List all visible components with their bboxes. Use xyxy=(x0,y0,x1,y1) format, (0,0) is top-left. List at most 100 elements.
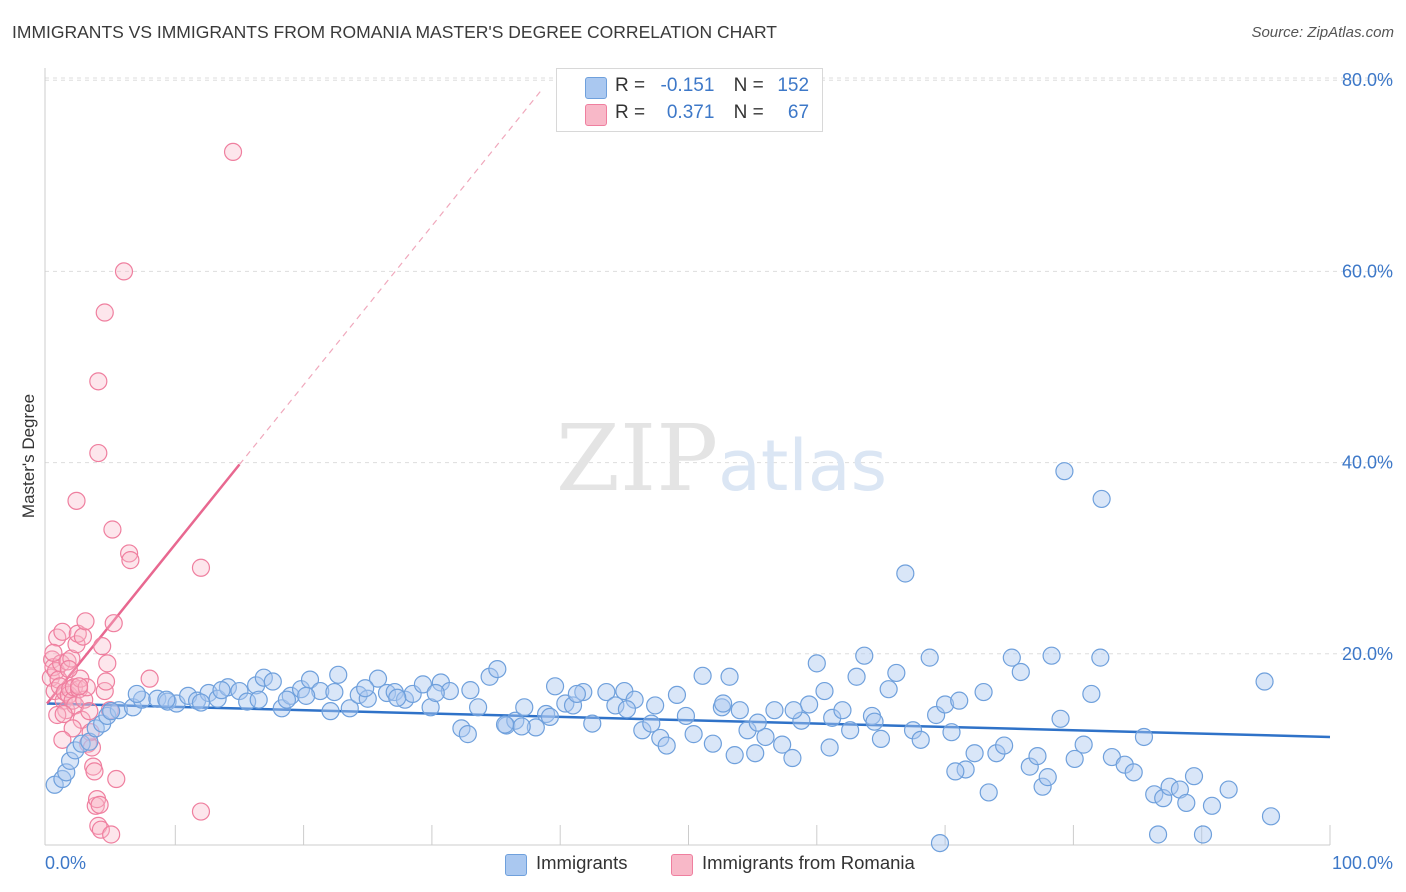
immigrants-point xyxy=(974,682,993,702)
watermark: ZIP atlas xyxy=(556,405,887,512)
legend-n-label: N = xyxy=(733,102,764,123)
romania-point xyxy=(114,262,134,281)
immigrants-point xyxy=(946,762,965,781)
immigrants-point xyxy=(820,738,839,757)
immigrants-point xyxy=(841,721,860,740)
immigrants-point xyxy=(920,648,939,667)
source-label: Source: ZipAtlas.com xyxy=(1251,24,1394,41)
romania-point xyxy=(43,650,62,669)
immigrants-point xyxy=(738,721,757,740)
immigrants-point xyxy=(567,684,586,704)
immigrants-point xyxy=(540,707,560,726)
romania-point xyxy=(44,643,63,662)
immigrants-point xyxy=(254,668,273,687)
immigrants-point xyxy=(1124,763,1143,782)
y-tick-label: 80.0% xyxy=(1342,70,1393,90)
romania-point xyxy=(98,654,117,673)
legend-n-value: 67 xyxy=(787,102,810,123)
immigrants-point xyxy=(368,669,388,688)
immigrants-point xyxy=(1154,789,1173,808)
romania-point xyxy=(140,669,159,688)
immigrants-point xyxy=(1184,767,1204,786)
immigrants-point xyxy=(377,683,397,703)
immigrants-point xyxy=(930,833,950,853)
romania-point xyxy=(93,637,112,656)
romania-point xyxy=(95,303,114,322)
immigrants-points xyxy=(45,462,1281,853)
romania-point xyxy=(73,627,93,646)
immigrants-point xyxy=(329,665,348,684)
romania-trend-line xyxy=(46,463,241,705)
immigrants-point xyxy=(748,713,767,732)
immigrants-point xyxy=(102,702,121,721)
romania-point xyxy=(80,702,99,721)
x-tick-label-min: 0.0% xyxy=(45,853,86,873)
immigrants-point xyxy=(714,694,733,713)
immigrants-point xyxy=(1145,785,1164,804)
romania-point xyxy=(67,491,86,510)
romania-point xyxy=(104,614,123,633)
immigrants-point xyxy=(987,744,1006,763)
immigrants-point xyxy=(1074,735,1093,754)
immigrants-point xyxy=(965,744,984,763)
y-tick-label: 60.0% xyxy=(1342,261,1393,281)
bottom-legend-swatch-immigrants xyxy=(505,854,527,876)
romania-point xyxy=(59,659,78,679)
romania-trend-extension xyxy=(238,90,542,465)
immigrants-point xyxy=(497,716,516,735)
immigrants-point xyxy=(1038,768,1057,787)
immigrants-point xyxy=(1002,648,1021,667)
immigrants-point xyxy=(927,705,946,725)
immigrants-point xyxy=(935,695,955,714)
immigrants-point xyxy=(356,679,375,698)
immigrants-point xyxy=(1148,825,1168,844)
romania-point xyxy=(53,730,72,749)
immigrants-point xyxy=(1219,780,1238,799)
immigrants-point xyxy=(1042,646,1061,665)
gridlines xyxy=(45,77,1392,655)
immigrants-point xyxy=(109,701,128,720)
correlation-legend: R = -0.151 N = 152 R = 0.371 N = 67 xyxy=(556,68,823,132)
immigrants-point xyxy=(942,723,961,742)
romania-point xyxy=(223,142,243,161)
immigrants-point xyxy=(1202,796,1222,815)
immigrants-point xyxy=(783,748,802,768)
romania-point xyxy=(103,520,122,539)
watermark-zip: ZIP xyxy=(556,405,718,512)
romania-point xyxy=(76,612,95,631)
watermark-atlas: atlas xyxy=(718,425,887,507)
immigrants-point xyxy=(1055,462,1074,481)
immigrants-point xyxy=(911,730,930,749)
immigrants-point xyxy=(512,717,531,736)
romania-point xyxy=(54,704,73,724)
immigrants-point xyxy=(633,721,652,740)
legend-swatch-romania xyxy=(585,104,607,126)
immigrants-point xyxy=(468,698,488,717)
immigrants-point xyxy=(1033,777,1052,796)
immigrants-point xyxy=(746,744,765,763)
immigrants-point xyxy=(720,667,739,686)
immigrants-point xyxy=(57,763,76,782)
legend-row-immigrants: R = -0.151 N = 152 xyxy=(615,75,809,97)
legend-r-value: 0.371 xyxy=(666,102,715,123)
x-tick-label-max: 100.0% xyxy=(1332,853,1393,873)
immigrants-point xyxy=(1065,749,1084,769)
immigrants-point xyxy=(1091,648,1110,667)
immigrants-point xyxy=(693,666,712,685)
immigrants-point xyxy=(488,659,507,679)
immigrants-point xyxy=(480,667,499,686)
romania-point xyxy=(53,622,72,641)
romania-point xyxy=(102,825,121,844)
immigrants-point xyxy=(646,696,665,715)
immigrants-point xyxy=(574,682,593,702)
legend-r-label: R = xyxy=(615,102,646,123)
immigrants-point xyxy=(773,735,792,754)
y-tick-label: 40.0% xyxy=(1342,453,1393,473)
romania-point xyxy=(191,558,211,577)
immigrants-point xyxy=(426,683,445,703)
bottom-legend-romania: Immigrants from Romania xyxy=(702,852,915,873)
immigrants-point xyxy=(545,677,565,696)
chart-title: IMMIGRANTS VS IMMIGRANTS FROM ROMANIA MA… xyxy=(12,22,777,42)
immigrants-point xyxy=(815,681,834,701)
